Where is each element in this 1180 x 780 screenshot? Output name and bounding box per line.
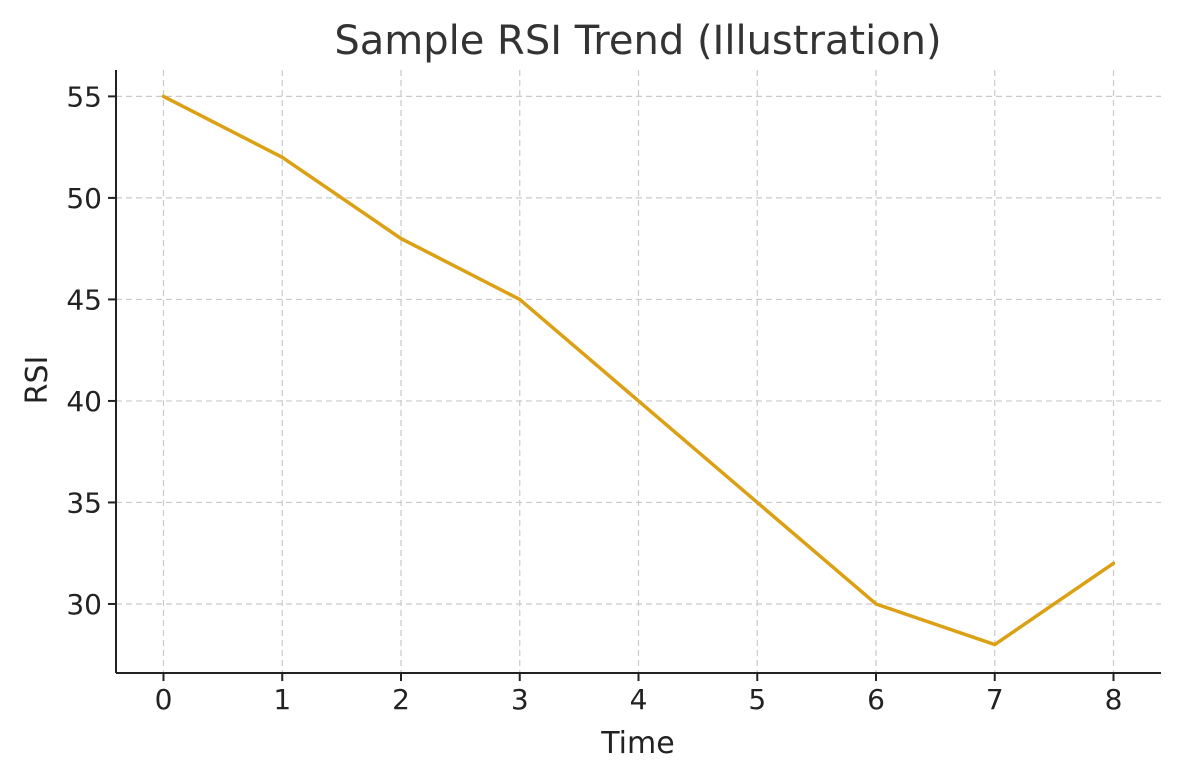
chart-title: Sample RSI Trend (Illustration) <box>334 18 941 64</box>
y-tick-label: 50 <box>66 182 102 215</box>
x-tick-label: 8 <box>1105 683 1123 716</box>
y-tick-label: 35 <box>66 486 102 519</box>
y-tick-label: 30 <box>66 588 102 621</box>
x-tick-label: 7 <box>986 683 1004 716</box>
y-ticks: 30 35 40 45 50 55 <box>66 80 116 621</box>
x-axis-label: Time <box>600 726 674 761</box>
x-tick-label: 5 <box>748 683 766 716</box>
y-tick-label: 55 <box>66 80 102 113</box>
grid-lines <box>116 70 1161 673</box>
x-tick-label: 4 <box>630 683 648 716</box>
series <box>161 94 1116 647</box>
x-tick-label: 2 <box>392 683 410 716</box>
y-tick-label: 45 <box>66 283 102 316</box>
x-tick-label: 0 <box>155 683 173 716</box>
y-axis-label: RSI <box>20 356 55 405</box>
series-line <box>161 94 1116 647</box>
x-tick-label: 3 <box>511 683 529 716</box>
x-tick-label: 6 <box>867 683 885 716</box>
x-ticks: 0 1 2 3 4 5 6 7 8 <box>155 673 1123 716</box>
x-tick-label: 1 <box>273 683 291 716</box>
y-tick-label: 40 <box>66 385 102 418</box>
